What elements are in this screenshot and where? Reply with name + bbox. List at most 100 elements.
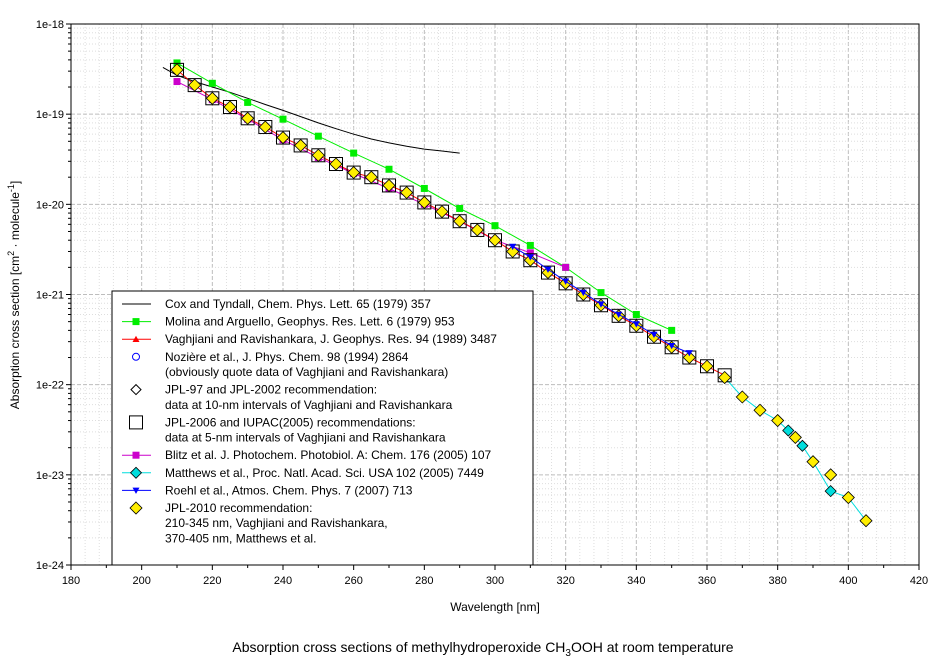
legend-text-jpl-2006-and-iupac-2005-recommendations: JPL-2006 and IUPAC(2005) recommendations…	[165, 415, 416, 429]
data-point-jpl-2010-recommendation	[382, 178, 396, 193]
x-tick-label: 380	[768, 575, 786, 587]
data-point-jpl-2010-recommendation	[753, 403, 767, 417]
chart-title: Absorption cross sections of methylhydro…	[232, 639, 733, 659]
data-point-jpl-2010-recommendation	[417, 195, 431, 209]
legend-symbol-nozi-re-et-al	[132, 352, 140, 361]
data-point-jpl-2010-recommendation	[294, 138, 308, 153]
legend-marker-jpl-2006-and-iupac-2005-recommendations	[129, 415, 143, 430]
legend-text-jpl-2006-and-iupac-2005-recommendations: data at 5-nm intervals of Vaghjiani and …	[165, 431, 446, 445]
legend-symbol-blitz-et-al	[122, 451, 151, 459]
data-point-molina-and-arguello	[632, 311, 640, 319]
data-point-molina-and-arguello	[244, 98, 252, 106]
legend-symbol-matthews-et-al	[122, 466, 151, 479]
data-point-molina-and-arguello	[526, 241, 534, 249]
y-tick-label: 1e-21	[36, 290, 64, 302]
data-point-molina-and-arguello	[597, 289, 605, 297]
data-point-jpl-2010-recommendation	[735, 390, 749, 404]
data-point-jpl-2010-recommendation	[205, 91, 219, 105]
data-point-jpl-2010-recommendation	[241, 111, 255, 125]
data-point-jpl-2010-recommendation	[718, 370, 732, 385]
data-point-roehl-et-al	[668, 342, 676, 350]
legend: Cox and Tyndall, Chem. Phys. Lett. 65 (1…	[111, 290, 534, 566]
data-point-jpl-2010-recommendation	[859, 514, 873, 528]
data-point-jpl-2010-recommendation	[682, 350, 696, 365]
legend-text-jpl-97-and-jpl-2002-recommendation: data at 10-nm intervals of Vaghjiani and…	[165, 398, 453, 412]
data-point-molina-and-arguello	[208, 79, 216, 87]
data-point-roehl-et-al	[509, 243, 517, 251]
x-tick-label: 400	[839, 575, 857, 587]
legend-symbol-molina-and-arguello	[122, 318, 151, 326]
data-point-jpl-2010-recommendation	[170, 63, 184, 77]
legend-text-roehl-et-al: Roehl et al., Atmos. Chem. Phys. 7 (2007…	[165, 483, 413, 497]
x-tick-label: 360	[698, 575, 716, 587]
x-tick-label: 240	[274, 575, 292, 587]
series-roehl-et-al	[509, 243, 693, 357]
legend-text-jpl-97-and-jpl-2002-recommendation: JPL-97 and JPL-2002 recommendation:	[165, 383, 377, 397]
legend-marker-jpl-2010-recommendation	[129, 501, 143, 515]
data-point-roehl-et-al	[597, 301, 605, 308]
data-point-jpl-2010-recommendation	[364, 170, 378, 184]
x-axis-label: Wavelength [nm]	[450, 600, 540, 614]
y-tick-label: 1e-24	[36, 560, 64, 572]
legend-text-jpl-2010-recommendation: 210-345 nm, Vaghjiani and Ravishankara,	[165, 516, 388, 530]
data-point-jpl-2010-recommendation	[400, 186, 414, 200]
y-tick-label: 1e-22	[36, 380, 64, 392]
data-point-jpl-2010-recommendation	[700, 359, 714, 373]
data-point-molina-and-arguello	[279, 115, 287, 123]
data-point-jpl-2010-recommendation	[841, 490, 855, 505]
data-point-blitz-et-al	[173, 78, 181, 86]
legend-symbol-vaghjiani-and-ravishankara	[122, 335, 151, 342]
data-point-roehl-et-al	[562, 278, 570, 285]
legend-text-nozi-re-et-al: Nozière et al., J. Phys. Chem. 98 (1994)…	[165, 350, 409, 364]
data-point-matthews-et-al	[796, 439, 809, 452]
legend-text-jpl-2010-recommendation: 370-405 nm, Matthews et al.	[165, 531, 316, 545]
x-tick-label: 220	[203, 575, 221, 587]
x-tick-label: 260	[344, 575, 362, 587]
legend-marker-matthews-et-al	[129, 466, 143, 479]
data-point-jpl-2010-recommendation	[329, 157, 343, 171]
x-tick-label: 420	[910, 575, 928, 587]
data-point-molina-and-arguello	[668, 326, 676, 334]
data-point-roehl-et-al	[579, 289, 587, 297]
data-point-jpl-2010-recommendation	[435, 205, 449, 219]
x-tick-label: 340	[627, 575, 645, 587]
legend-text-cox-and-tyndall: Cox and Tyndall, Chem. Phys. Lett. 65 (1…	[165, 297, 431, 311]
data-point-molina-and-arguello	[456, 204, 464, 212]
legend-marker-molina-and-arguello	[132, 318, 140, 326]
data-point-roehl-et-al	[615, 311, 623, 319]
data-point-jpl-2010-recommendation	[347, 166, 361, 180]
legend-symbol-jpl-2006-and-iupac-2005-recommendations	[129, 415, 143, 430]
data-point-jpl-2010-recommendation	[806, 455, 820, 469]
data-point-jpl-2010-recommendation	[276, 131, 290, 145]
data-point-molina-and-arguello	[385, 165, 393, 173]
x-tick-label: 200	[132, 575, 150, 587]
data-point-roehl-et-al	[650, 331, 658, 339]
legend-marker-blitz-et-al	[132, 451, 140, 459]
legend-text-nozi-re-et-al: (obviously quote data of Vaghjiani and R…	[165, 365, 448, 379]
y-tick-label: 1e-18	[36, 19, 64, 31]
y-axis: 1e-24 1e-23 1e-22 1e-21 1e-20 1e-19 1e-18	[36, 19, 71, 572]
data-point-roehl-et-al	[544, 266, 552, 273]
data-point-blitz-et-al	[562, 263, 570, 271]
data-point-jpl-2010-recommendation	[788, 430, 802, 444]
legend-marker-vaghjiani-and-ravishankara	[132, 335, 140, 342]
data-point-jpl-2010-recommendation	[188, 78, 202, 92]
data-point-molina-and-arguello	[350, 149, 358, 157]
data-point-molina-and-arguello	[314, 132, 322, 140]
data-point-matthews-et-al	[782, 424, 795, 437]
data-point-jpl-2010-recommendation	[311, 148, 325, 162]
y-tick-label: 1e-23	[36, 470, 64, 482]
x-axis: 180 200 220 240 260 280 300 320 340 360 380 400 420	[62, 565, 928, 587]
legend-text-blitz-et-al: Blitz et al. J. Photochem. Photobiol. A:…	[165, 448, 492, 462]
x-tick-label: 280	[415, 575, 433, 587]
y-tick-label: 1e-19	[36, 109, 64, 121]
data-point-roehl-et-al	[526, 254, 534, 261]
data-point-jpl-2010-recommendation	[824, 468, 838, 482]
legend-text-molina-and-arguello: Molina and Arguello, Geophys. Res. Lett.…	[165, 315, 455, 329]
x-tick-label: 180	[62, 575, 80, 587]
data-point-jpl-2010-recommendation	[453, 214, 467, 228]
data-point-jpl-2010-recommendation	[488, 233, 502, 247]
data-point-molina-and-arguello	[491, 222, 499, 230]
legend-text-vaghjiani-and-ravishankara: Vaghjiani and Ravishankara, J. Geophys. …	[165, 332, 497, 346]
